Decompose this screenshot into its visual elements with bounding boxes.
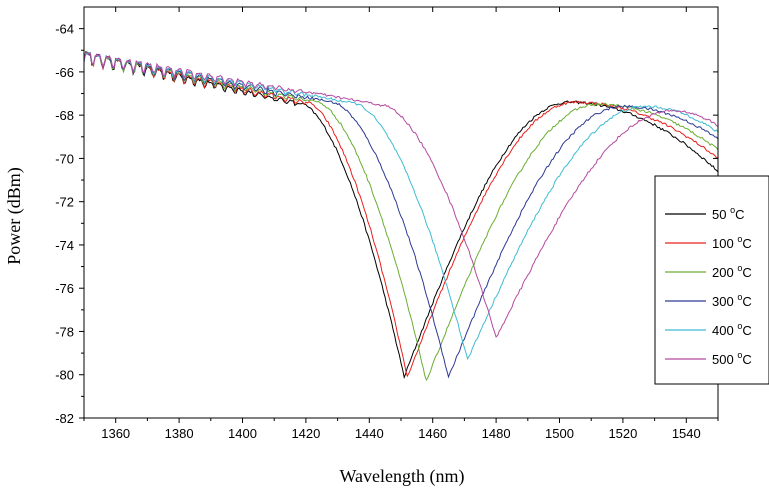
y-tick-label: -78 [55,324,74,339]
x-tick-label: 1380 [165,426,194,441]
y-tick-label: -80 [55,368,74,383]
series-line-300 [83,52,719,379]
y-tick-label: -72 [55,195,74,210]
y-tick-label: -64 [55,22,74,37]
y-tick-label: -76 [55,281,74,296]
series-line-400 [83,51,719,361]
y-tick-label: -70 [55,151,74,166]
legend-label: 300 oC [712,292,752,309]
series-line-100 [83,52,719,378]
x-tick-label: 1360 [101,426,130,441]
y-axis-title: Power (dBm) [4,167,25,265]
legend-label: 200 oC [712,263,752,280]
legend-box [654,175,769,385]
x-tick-label: 1440 [355,426,384,441]
series-layer [83,51,719,382]
x-tick-label: 1460 [418,426,447,441]
legend-label: 100 oC [712,234,752,251]
series-line-500 [83,51,719,338]
legend-label: 500 oC [712,350,752,367]
x-tick-label: 1540 [672,426,701,441]
x-tick-label: 1400 [228,426,257,441]
x-axis-title: Wavelength (nm) [339,466,464,487]
legend: 50 oC 100 oC 200 oC 300 oC 400 oC 500 oC [654,175,769,385]
y-tick-label: -74 [55,238,74,253]
legend-label: 400 oC [712,321,752,338]
x-tick-label: 1520 [608,426,637,441]
x-tick-label: 1500 [545,426,574,441]
y-tick-label: -66 [55,65,74,80]
y-tick-label: -82 [55,411,74,426]
legend-label: 50 oC [712,205,744,222]
x-tick-label: 1480 [482,426,511,441]
x-tick-label: 1420 [291,426,320,441]
y-tick-label: -68 [55,108,74,123]
series-line-200 [83,51,719,382]
axes-layer: 1360 1380 1400 1420 1440 1460 1480 1500 1520 1540… [55,6,719,441]
